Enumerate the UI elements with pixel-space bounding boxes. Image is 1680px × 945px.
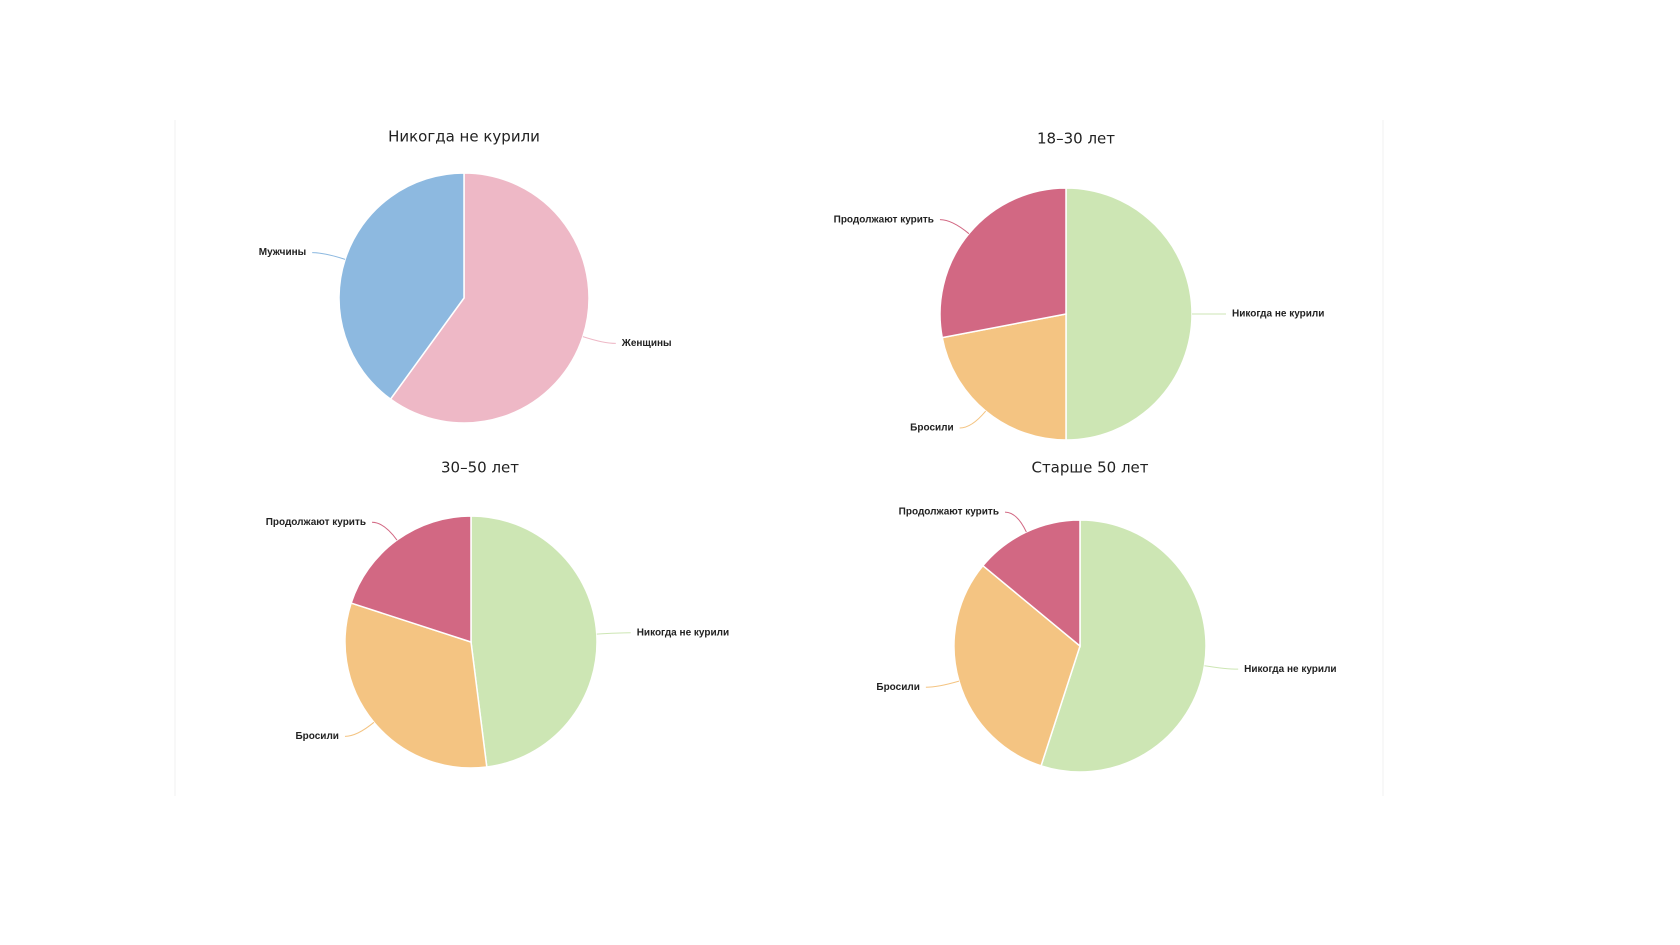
slice-label: Женщины — [621, 338, 672, 349]
leader-line — [371, 521, 398, 541]
leader-line — [939, 219, 970, 235]
pie-slice — [1040, 519, 1207, 773]
slice-label: Продолжают курить — [834, 214, 934, 225]
slice-label: Продолжают курить — [899, 507, 999, 518]
pie-slice — [941, 313, 1067, 441]
pie-slice — [350, 515, 472, 644]
pie-slice — [338, 172, 465, 401]
slice-label: Никогда не курили — [637, 627, 729, 638]
leader-line — [959, 410, 987, 429]
leader-line — [312, 252, 346, 260]
pie-slice — [470, 515, 598, 768]
pie-slice — [389, 172, 590, 424]
chart-title: 30–50 лет — [441, 459, 519, 477]
leader-line — [925, 680, 960, 688]
slice-label: Никогда не курили — [1244, 664, 1336, 675]
slice-label: Бросили — [295, 731, 338, 742]
slice-label: Бросили — [910, 423, 953, 434]
slice-label: Бросили — [876, 682, 919, 693]
chart-title: Старше 50 лет — [1031, 459, 1148, 477]
pie-slice — [344, 602, 488, 769]
slice-label: Никогда не курили — [1232, 309, 1324, 320]
chart-title: 18–30 лет — [1037, 130, 1115, 148]
chart-title: Никогда не курили — [388, 128, 540, 146]
leader-line — [596, 632, 631, 635]
pie-slice — [1065, 187, 1193, 441]
leader-line — [1204, 665, 1239, 670]
leader-line — [582, 336, 616, 344]
leader-line — [344, 721, 375, 737]
slice-label: Продолжают курить — [266, 517, 366, 528]
pie-slice — [953, 564, 1081, 767]
leader-line — [1004, 511, 1027, 533]
slice-label: Мужчины — [259, 247, 306, 258]
pie-slice — [939, 187, 1067, 339]
